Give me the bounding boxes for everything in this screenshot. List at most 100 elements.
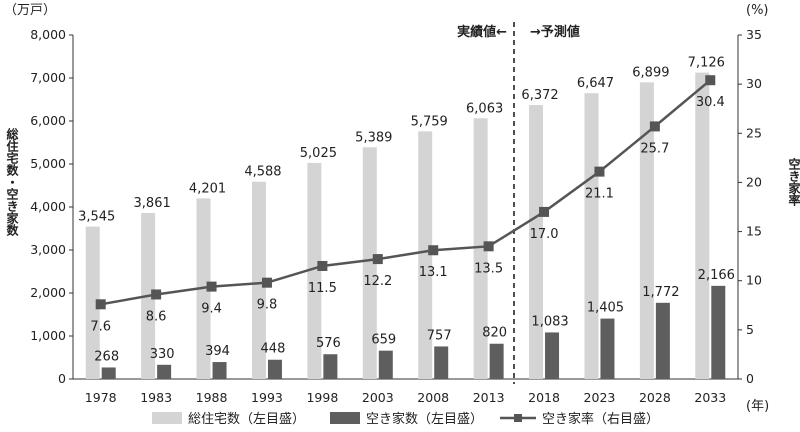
vacancy-rate-label: 9.4 — [201, 302, 222, 317]
total-housing-label: 3,861 — [134, 196, 171, 211]
left-tick-label: 6,000 — [30, 113, 66, 128]
vacant-housing-bar — [711, 285, 726, 379]
vacant-housing-label: 757 — [427, 328, 452, 343]
vacancy-rate-point — [206, 281, 217, 292]
total-housing-label: 7,126 — [688, 56, 725, 71]
total-housing-label: 4,201 — [189, 181, 226, 196]
vacant-housing-bar — [267, 359, 282, 379]
vacant-housing-bar — [655, 302, 670, 379]
right-tick-label: 30 — [746, 76, 762, 91]
vacancy-rate-point — [483, 241, 494, 252]
x-tick-label: 1983 — [140, 390, 172, 405]
vacant-housing-bar — [434, 346, 449, 379]
total-housing-label: 5,025 — [300, 146, 337, 161]
legend-swatch-vacant — [330, 412, 360, 424]
vacancy-rate-point — [594, 166, 605, 177]
x-tick-label: 2028 — [639, 390, 671, 405]
vacant-housing-label: 448 — [261, 342, 286, 357]
legend-swatch-rate-marker — [514, 414, 522, 422]
vacancy-rate-point — [705, 75, 716, 86]
vacant-housing-label: 2,166 — [698, 268, 735, 283]
right-tick-label: 15 — [746, 224, 762, 239]
total-housing-label: 3,545 — [78, 210, 115, 225]
vacancy-rate-point — [261, 277, 272, 288]
total-housing-label: 6,647 — [577, 76, 614, 91]
x-tick-label: 1998 — [306, 390, 338, 405]
left-tick-label: 0 — [58, 371, 66, 386]
vacancy-rate-point — [317, 260, 328, 271]
vacancy-rate-label: 7.6 — [90, 319, 111, 334]
total-housing-label: 5,389 — [355, 130, 392, 145]
total-housing-label: 6,899 — [632, 65, 669, 80]
right-tick-label: 35 — [746, 27, 762, 42]
right-axis-title: 空き家率 — [787, 157, 800, 207]
left-axis-title: 総住宅数・空き家数 — [5, 127, 19, 237]
vacant-housing-label: 330 — [150, 347, 175, 362]
left-tick-label: 3,000 — [30, 242, 66, 257]
left-tick-label: 4,000 — [30, 199, 66, 214]
legend-swatch-total — [152, 412, 182, 424]
total-housing-bar — [529, 105, 544, 379]
legend: 総住宅数（左目盛） 空き家数（左目盛） 空き家率（右目盛） — [152, 411, 659, 427]
right-tick-label: 0 — [746, 371, 754, 386]
total-housing-bar — [251, 181, 266, 379]
total-housing-bar — [362, 147, 377, 379]
forecast-annotation: →予測値 — [530, 24, 580, 40]
vacant-housing-label: 268 — [94, 349, 119, 364]
data-labels: 3,545 3,861 4,201 4,588 5,025 5,389 5,759 6,063… — [78, 56, 735, 365]
vacant-housing-label: 820 — [482, 326, 507, 341]
right-axis-unit: (%) — [746, 3, 769, 18]
vacant-housing-bar — [212, 362, 227, 379]
total-housing-bar — [85, 226, 100, 379]
right-tick-label: 5 — [746, 322, 754, 337]
x-tick-label: 1988 — [196, 390, 228, 405]
legend-label-rate: 空き家率（右目盛） — [542, 411, 659, 427]
vacancy-rate-point — [372, 254, 383, 265]
vacant-housing-label: 659 — [371, 333, 396, 348]
vacant-housing-bar — [489, 343, 504, 379]
vacant-housing-label: 1,083 — [531, 314, 568, 329]
x-axis-unit: (年) — [746, 399, 769, 414]
vacant-housing-label: 1,405 — [587, 301, 624, 316]
vacancy-rate-label: 25.7 — [640, 141, 669, 156]
vacancy-rate-point — [539, 206, 550, 217]
vacant-housing-bar — [378, 350, 393, 379]
total-housing-bar — [695, 72, 710, 379]
right-axis-ticks: 0 5 10 15 20 25 30 35 — [738, 27, 762, 386]
bars — [85, 72, 726, 379]
vacancy-rate-point — [428, 245, 439, 256]
x-tick-label: 2003 — [362, 390, 394, 405]
x-axis-ticks: 1978 1983 1988 1993 1998 2003 2008 2013 2018 2023… — [85, 390, 726, 405]
vacant-housing-label: 394 — [205, 344, 230, 359]
left-tick-label: 2,000 — [30, 285, 66, 300]
x-tick-label: 2018 — [528, 390, 560, 405]
vacancy-rate-label: 8.6 — [146, 309, 167, 324]
x-tick-label: 1993 — [251, 390, 283, 405]
total-housing-label: 6,063 — [466, 101, 503, 116]
total-housing-bar — [639, 82, 654, 379]
vacancy-rate-label: 9.8 — [257, 298, 278, 313]
vacancy-rate-label: 13.1 — [419, 265, 448, 280]
vacant-housing-bar — [545, 332, 560, 379]
x-tick-label: 1978 — [85, 390, 117, 405]
left-tick-label: 5,000 — [30, 156, 66, 171]
vacant-housing-label: 576 — [316, 336, 341, 351]
legend-label-total: 総住宅数（左目盛） — [188, 412, 305, 427]
vacancy-rate-point — [151, 289, 162, 300]
vacancy-rate-point — [649, 121, 660, 132]
vacant-housing-bar — [600, 318, 615, 379]
rate-line-layer — [95, 75, 716, 310]
vacancy-rate-label: 30.4 — [696, 95, 725, 110]
left-tick-label: 7,000 — [30, 70, 66, 85]
x-tick-label: 2008 — [417, 390, 449, 405]
left-axis-unit: （万戸） — [4, 3, 56, 18]
right-tick-label: 10 — [746, 273, 762, 288]
total-housing-bar — [473, 118, 488, 379]
vacant-housing-label: 1,772 — [642, 285, 679, 300]
vacant-housing-bar — [323, 354, 338, 379]
vacant-housing-bar — [157, 364, 172, 379]
total-housing-label: 4,588 — [244, 165, 281, 180]
vacancy-rate-line — [100, 79, 712, 306]
total-housing-bar — [307, 162, 322, 379]
